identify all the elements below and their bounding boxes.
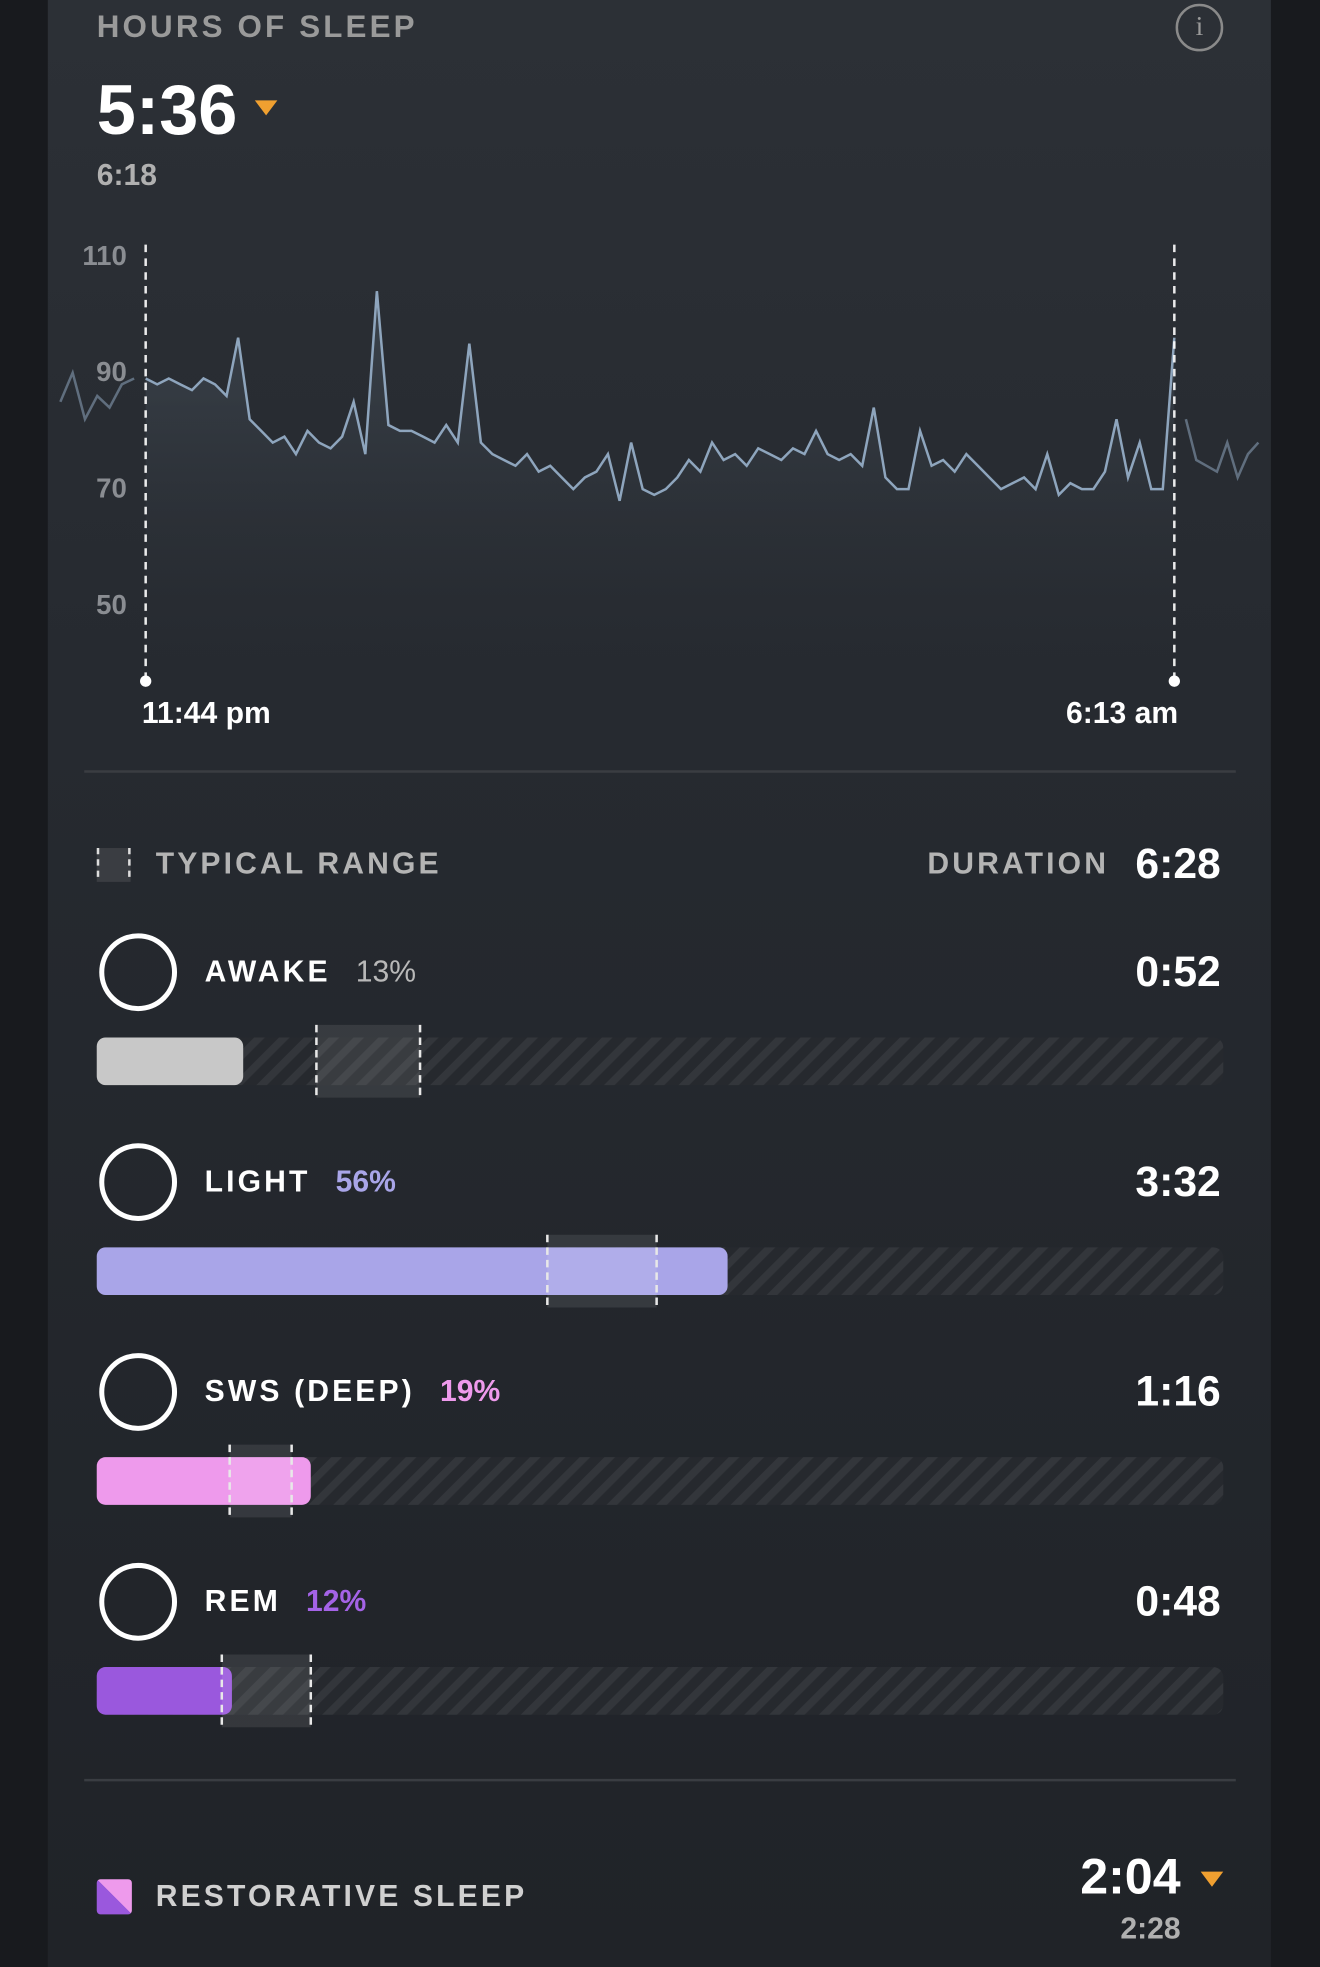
- restorative-label: RESTORATIVE SLEEP: [156, 1880, 528, 1913]
- y-tick-label: 110: [82, 240, 127, 271]
- typical-range: [547, 1234, 657, 1308]
- stage-toggle[interactable]: [99, 1562, 178, 1641]
- info-button[interactable]: i: [1175, 3, 1224, 52]
- stage-name: REM: [205, 1585, 281, 1618]
- duration-value: 6:28: [1135, 840, 1220, 888]
- stage-label: AWAKE 13%: [205, 955, 416, 988]
- stage-track: [96, 1457, 1224, 1505]
- stage-label: LIGHT 56%: [205, 1165, 396, 1198]
- restorative-value: 2:04: [1080, 1849, 1180, 1905]
- time-marker-dot: [140, 675, 152, 687]
- heart-rate-line: [145, 291, 1176, 502]
- stage-time: 0:52: [1135, 948, 1220, 996]
- icon-fill: [96, 848, 131, 882]
- stage-bar: [96, 1457, 311, 1505]
- typical-range-icon: [96, 848, 131, 882]
- stage-name: LIGHT: [205, 1165, 311, 1198]
- typical-range: [229, 1444, 292, 1518]
- stage-bar: [96, 1667, 232, 1715]
- stage-toggle[interactable]: [99, 1143, 178, 1221]
- stage-toggle[interactable]: [99, 933, 178, 1012]
- stage-name: SWS (DEEP): [205, 1375, 415, 1408]
- stage-track: [96, 1037, 1224, 1086]
- stage-time: 0:48: [1135, 1578, 1220, 1626]
- sleep-baseline: 6:18: [97, 159, 157, 192]
- time-label: 11:44 pm: [142, 697, 271, 730]
- restorative-icon: [96, 1879, 132, 1915]
- time-marker-dot: [1168, 675, 1180, 687]
- stages: AWAKE 13% 0:52 LIGHT 56% 3:32 SWS (DEEP) 19% 1:1…: [96, 933, 1224, 1728]
- stage-percent: 13%: [356, 955, 416, 988]
- stage-time: 1:16: [1135, 1368, 1220, 1416]
- stage-name: AWAKE: [205, 955, 331, 988]
- heart-rate-line: [1184, 418, 1260, 482]
- stage-label: SWS (DEEP) 19%: [205, 1375, 501, 1408]
- down-arrow: [1200, 1871, 1224, 1887]
- info-circle: [1175, 3, 1224, 52]
- stage-track: [96, 1667, 1224, 1715]
- down-arrow: [254, 100, 278, 116]
- stage-bar: [96, 1247, 728, 1295]
- stage-toggle[interactable]: [99, 1353, 178, 1431]
- stage-label: REM 12%: [205, 1585, 367, 1618]
- restorative-baseline: 2:28: [1120, 1913, 1180, 1946]
- typical-range: [316, 1024, 421, 1098]
- stage-percent: 12%: [306, 1585, 366, 1618]
- heart-rate-chart: 110 90 70 50 11:44 pm 6:13 am: [59, 240, 1260, 730]
- stage-percent: 56%: [336, 1165, 396, 1198]
- y-tick-label: 70: [96, 473, 127, 504]
- heart-rate-line: [59, 368, 135, 423]
- title: HOURS OF SLEEP: [97, 9, 418, 44]
- duration-label: DURATION: [927, 848, 1109, 881]
- heart-rate-area: [145, 291, 1175, 682]
- sleep-hours: 5:36: [97, 70, 238, 149]
- stage-bar: [96, 1037, 244, 1086]
- typical-range: [221, 1654, 311, 1728]
- typical-range-label: TYPICAL RANGE: [156, 848, 442, 881]
- y-tick-label: 90: [96, 356, 127, 387]
- time-label: 6:13 am: [1066, 697, 1178, 730]
- stage-percent: 19%: [440, 1375, 500, 1408]
- card: [47, 0, 1271, 1967]
- stage-time: 3:32: [1135, 1158, 1220, 1206]
- y-tick-label: 50: [96, 589, 127, 620]
- info-icon: i: [1196, 10, 1204, 41]
